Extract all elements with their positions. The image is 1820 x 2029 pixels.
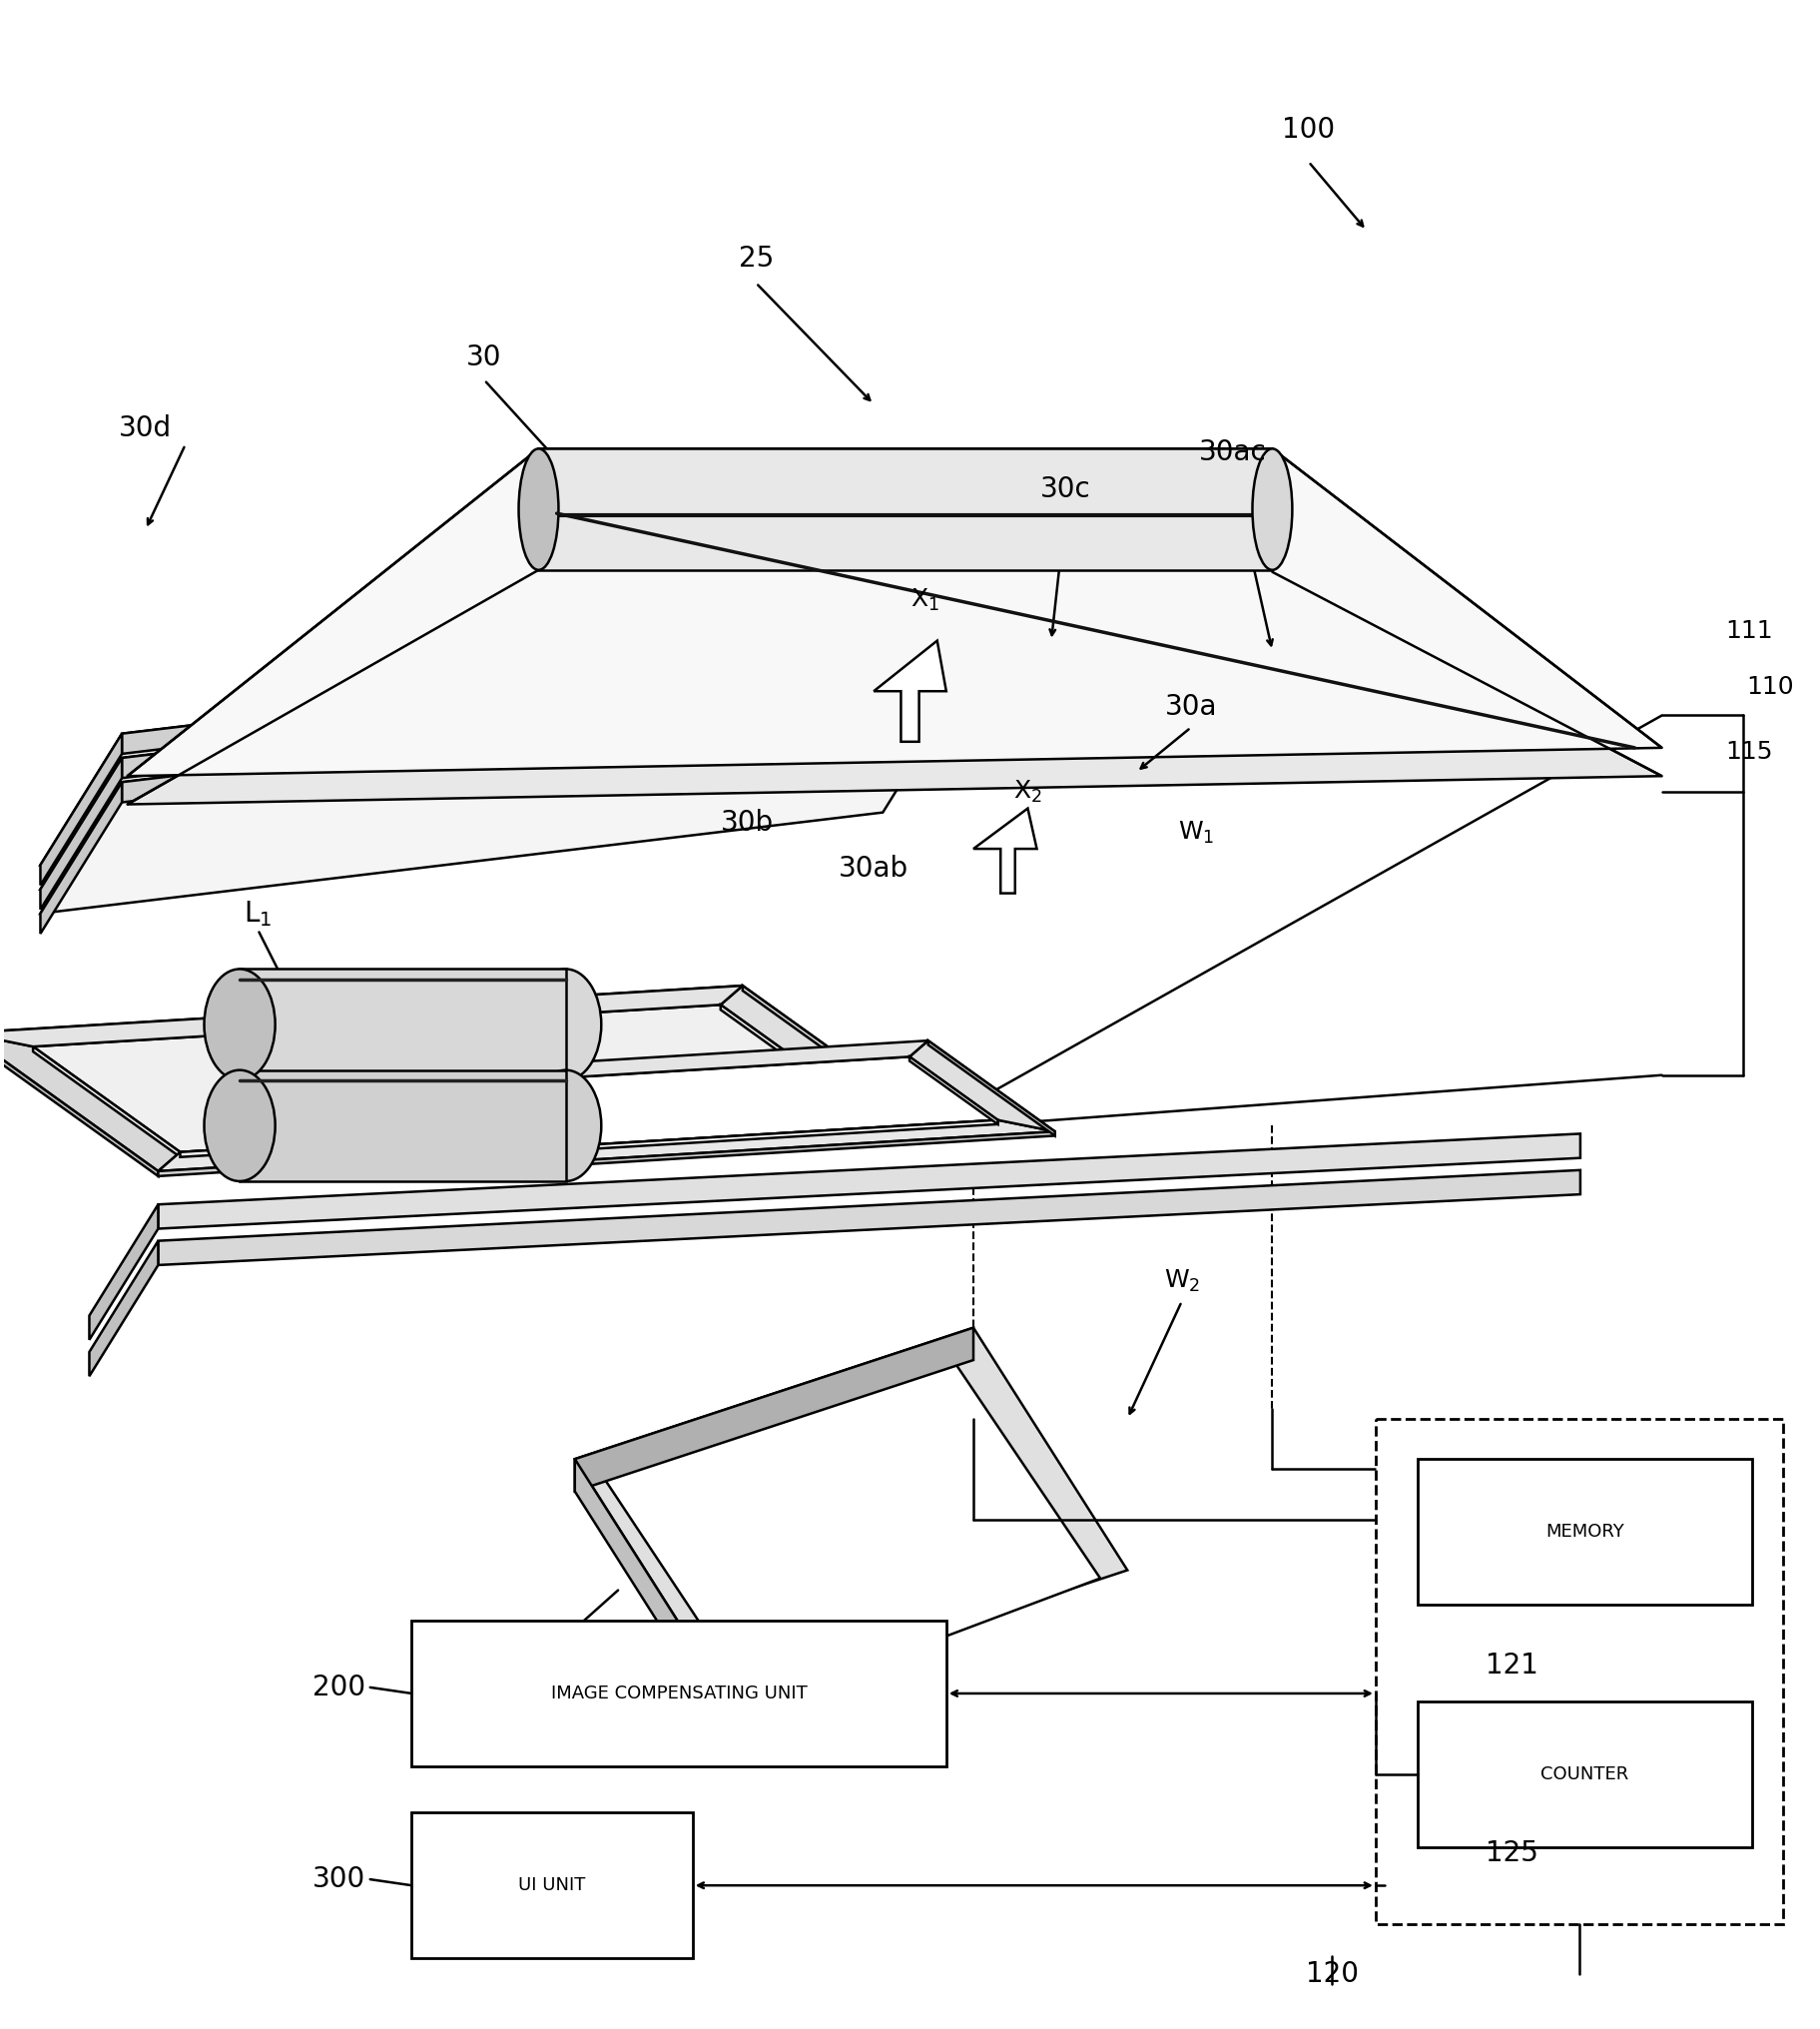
Polygon shape: [40, 657, 965, 889]
Polygon shape: [488, 1057, 997, 1146]
Text: W$_2$: W$_2$: [1163, 1268, 1199, 1295]
Text: 200: 200: [313, 1674, 366, 1702]
Bar: [411, 1812, 693, 1958]
Polygon shape: [974, 808, 1037, 893]
Text: MEMORY: MEMORY: [1545, 1524, 1623, 1540]
Text: 30a: 30a: [1165, 694, 1218, 722]
Polygon shape: [240, 970, 566, 1079]
Polygon shape: [928, 1041, 1056, 1136]
Text: 30b: 30b: [721, 808, 774, 836]
Text: IMAGE COMPENSATING UNIT: IMAGE COMPENSATING UNIT: [551, 1684, 808, 1702]
Text: L$_1$: L$_1$: [244, 899, 271, 929]
Text: 121: 121: [1485, 1652, 1538, 1680]
Text: 111: 111: [1725, 619, 1773, 643]
Polygon shape: [33, 1047, 180, 1157]
Ellipse shape: [204, 1069, 275, 1181]
Text: 30: 30: [466, 343, 502, 371]
Polygon shape: [158, 1110, 935, 1171]
Polygon shape: [89, 1242, 158, 1376]
Polygon shape: [575, 1459, 728, 1735]
Polygon shape: [40, 682, 965, 913]
Polygon shape: [575, 1327, 974, 1491]
Text: 300: 300: [313, 1865, 366, 1893]
Polygon shape: [89, 1205, 158, 1339]
Polygon shape: [158, 1134, 1580, 1230]
Text: 110: 110: [1747, 676, 1795, 700]
Polygon shape: [127, 448, 1662, 775]
Text: X$_2$: X$_2$: [1014, 779, 1043, 806]
Polygon shape: [539, 448, 1272, 570]
Text: 30ac: 30ac: [1199, 438, 1267, 467]
Polygon shape: [240, 1069, 566, 1181]
Polygon shape: [33, 1004, 868, 1152]
Ellipse shape: [530, 1069, 601, 1181]
Polygon shape: [122, 633, 965, 755]
Polygon shape: [122, 682, 965, 801]
Text: 25: 25: [739, 246, 774, 272]
Polygon shape: [0, 1033, 180, 1171]
Ellipse shape: [204, 970, 275, 1079]
Polygon shape: [910, 1057, 997, 1124]
Text: 100: 100: [1281, 116, 1336, 144]
Text: 125: 125: [1485, 1838, 1538, 1867]
Polygon shape: [0, 986, 743, 1047]
Polygon shape: [602, 1349, 1101, 1708]
Text: X$_1$: X$_1$: [910, 586, 939, 613]
Polygon shape: [40, 781, 122, 933]
Polygon shape: [557, 1132, 1056, 1167]
Polygon shape: [127, 570, 1662, 803]
Text: 30d: 30d: [118, 414, 171, 442]
Polygon shape: [743, 986, 935, 1128]
Polygon shape: [575, 1120, 997, 1150]
Polygon shape: [721, 1004, 868, 1116]
Polygon shape: [40, 734, 122, 885]
Text: 30ab: 30ab: [839, 854, 908, 883]
Text: UI UNIT: UI UNIT: [519, 1877, 586, 1895]
Ellipse shape: [1252, 448, 1292, 570]
Polygon shape: [40, 633, 965, 864]
Polygon shape: [430, 1071, 575, 1163]
Polygon shape: [910, 1041, 1056, 1132]
Polygon shape: [0, 986, 743, 1039]
Text: W$_1$: W$_1$: [1178, 820, 1214, 846]
Polygon shape: [40, 759, 122, 909]
Polygon shape: [721, 986, 935, 1124]
Text: 115: 115: [1725, 741, 1773, 763]
Polygon shape: [575, 1327, 1127, 1702]
Polygon shape: [158, 1171, 1580, 1264]
Text: 120: 120: [1305, 1960, 1358, 1988]
Polygon shape: [874, 641, 946, 743]
Polygon shape: [0, 1033, 158, 1177]
Ellipse shape: [519, 448, 559, 570]
Bar: [411, 1621, 946, 1765]
Polygon shape: [158, 1124, 935, 1177]
Bar: [1418, 1702, 1753, 1846]
Text: 30c: 30c: [1041, 475, 1092, 503]
Text: COUNTER: COUNTER: [1542, 1765, 1629, 1783]
Polygon shape: [180, 1110, 868, 1157]
Ellipse shape: [530, 970, 601, 1079]
Bar: [1376, 1418, 1784, 1923]
Polygon shape: [430, 1041, 928, 1081]
Polygon shape: [557, 1120, 1056, 1163]
Polygon shape: [122, 657, 965, 777]
Bar: [1418, 1459, 1753, 1605]
